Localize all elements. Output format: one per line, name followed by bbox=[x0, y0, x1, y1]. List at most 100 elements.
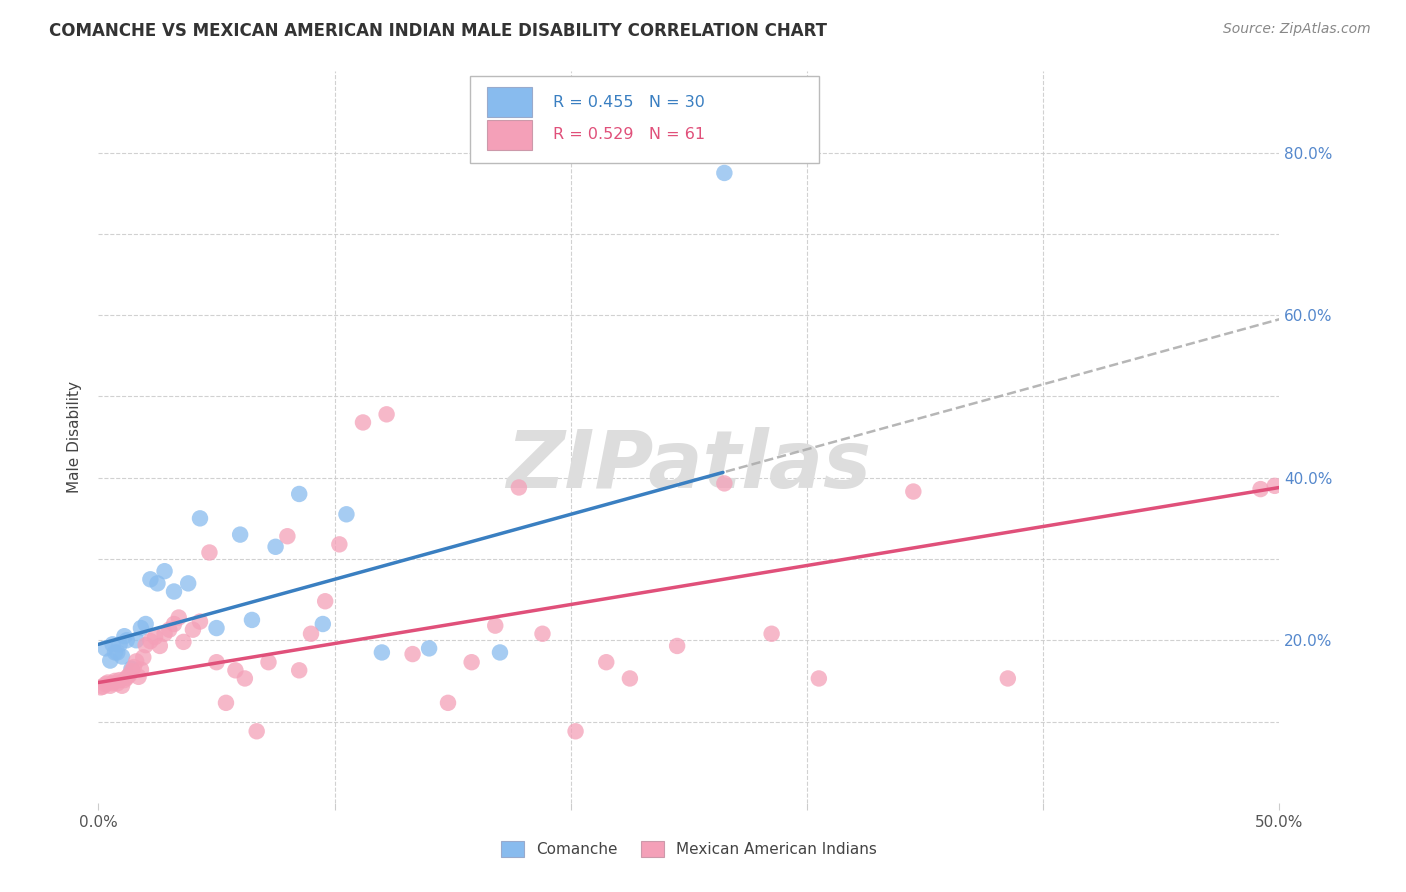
Point bbox=[115, 671, 138, 685]
Point bbox=[288, 487, 311, 501]
Point bbox=[903, 484, 925, 499]
Point bbox=[97, 675, 120, 690]
Point bbox=[188, 615, 211, 629]
Point bbox=[122, 660, 145, 674]
Point bbox=[125, 654, 148, 668]
Point bbox=[205, 655, 228, 669]
Text: COMANCHE VS MEXICAN AMERICAN INDIAN MALE DISABILITY CORRELATION CHART: COMANCHE VS MEXICAN AMERICAN INDIAN MALE… bbox=[49, 22, 827, 40]
Point bbox=[167, 610, 190, 624]
Point bbox=[418, 641, 440, 656]
Point bbox=[94, 641, 117, 656]
Point bbox=[314, 594, 336, 608]
Point bbox=[101, 637, 124, 651]
Point bbox=[149, 639, 172, 653]
Point bbox=[98, 654, 121, 668]
Point bbox=[153, 626, 176, 640]
Point bbox=[129, 663, 152, 677]
Point bbox=[125, 633, 148, 648]
Point bbox=[666, 639, 689, 653]
Point bbox=[224, 663, 246, 677]
Point bbox=[1264, 479, 1286, 493]
Point bbox=[1250, 482, 1272, 496]
Point bbox=[112, 629, 135, 643]
Point bbox=[371, 645, 394, 659]
Point bbox=[105, 645, 128, 659]
Text: R = 0.455   N = 30: R = 0.455 N = 30 bbox=[553, 95, 704, 110]
Point bbox=[328, 537, 350, 551]
Point bbox=[205, 621, 228, 635]
Point bbox=[375, 407, 398, 421]
Point bbox=[761, 626, 783, 640]
Point bbox=[112, 673, 135, 687]
Point bbox=[312, 617, 335, 632]
Point bbox=[118, 668, 141, 682]
Point bbox=[146, 576, 169, 591]
Point bbox=[139, 634, 162, 648]
Point bbox=[595, 655, 617, 669]
Point bbox=[489, 645, 512, 659]
Point bbox=[484, 618, 506, 632]
Point bbox=[437, 696, 460, 710]
Point bbox=[807, 672, 830, 686]
Point bbox=[132, 650, 155, 665]
Point bbox=[288, 663, 311, 677]
Point bbox=[460, 655, 482, 669]
Text: Source: ZipAtlas.com: Source: ZipAtlas.com bbox=[1223, 22, 1371, 37]
Legend: Comanche, Mexican American Indians: Comanche, Mexican American Indians bbox=[494, 833, 884, 864]
Point bbox=[229, 527, 252, 541]
Point bbox=[157, 623, 180, 637]
Point bbox=[91, 680, 114, 694]
Point bbox=[713, 166, 735, 180]
Point bbox=[104, 673, 127, 688]
FancyBboxPatch shape bbox=[486, 87, 531, 117]
Text: ZIPatlas: ZIPatlas bbox=[506, 427, 872, 506]
Point bbox=[105, 676, 128, 690]
FancyBboxPatch shape bbox=[471, 77, 818, 162]
Point bbox=[115, 633, 138, 648]
Point bbox=[111, 679, 134, 693]
Point bbox=[101, 676, 124, 690]
Point bbox=[508, 480, 530, 494]
Point bbox=[111, 649, 134, 664]
Point bbox=[264, 540, 287, 554]
Point bbox=[215, 696, 238, 710]
Point bbox=[139, 572, 162, 586]
Point bbox=[181, 623, 204, 637]
Point bbox=[352, 416, 374, 430]
Point bbox=[94, 677, 117, 691]
Point bbox=[246, 724, 269, 739]
Point bbox=[121, 662, 143, 676]
Point bbox=[135, 617, 157, 632]
Point bbox=[177, 576, 200, 591]
Point bbox=[713, 476, 735, 491]
Point bbox=[129, 621, 152, 635]
Text: R = 0.529   N = 61: R = 0.529 N = 61 bbox=[553, 128, 706, 143]
Point bbox=[276, 529, 298, 543]
Point bbox=[135, 638, 157, 652]
Point bbox=[198, 545, 221, 559]
Y-axis label: Male Disability: Male Disability bbox=[67, 381, 83, 493]
Point bbox=[240, 613, 263, 627]
Point bbox=[153, 564, 176, 578]
Point bbox=[121, 664, 143, 678]
Point bbox=[335, 508, 357, 522]
Point bbox=[564, 724, 586, 739]
Point bbox=[188, 511, 211, 525]
Point bbox=[104, 645, 127, 659]
Point bbox=[233, 672, 256, 686]
Point bbox=[619, 672, 641, 686]
Point bbox=[531, 626, 554, 640]
Point bbox=[257, 655, 280, 669]
Point bbox=[128, 670, 150, 684]
Point bbox=[299, 626, 322, 640]
Point bbox=[997, 672, 1019, 686]
Point bbox=[108, 673, 131, 687]
Point bbox=[172, 635, 194, 649]
Point bbox=[90, 681, 112, 695]
Point bbox=[143, 630, 166, 644]
Point bbox=[401, 647, 423, 661]
Point bbox=[98, 679, 121, 693]
Point bbox=[163, 617, 186, 632]
FancyBboxPatch shape bbox=[486, 120, 531, 150]
Point bbox=[108, 637, 131, 651]
